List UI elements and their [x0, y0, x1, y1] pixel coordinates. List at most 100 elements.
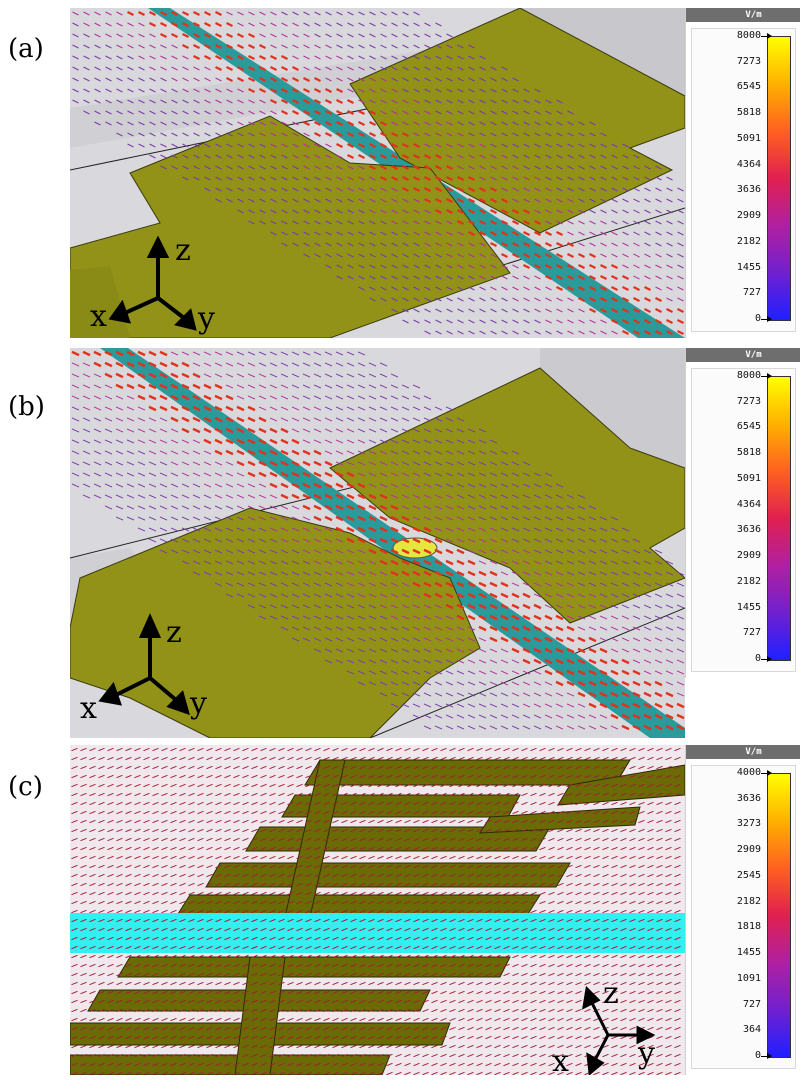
field-arrow — [152, 810, 159, 815]
field-arrow — [270, 165, 277, 170]
field-arrow — [511, 592, 520, 599]
field-arrow — [313, 527, 322, 532]
field-arrow — [476, 1026, 483, 1031]
field-arrow — [143, 873, 150, 878]
field-arrow — [456, 472, 465, 477]
field-arrow — [638, 945, 645, 950]
field-arrow — [479, 198, 486, 203]
field-arrow — [269, 810, 276, 815]
field-arrow — [544, 483, 553, 488]
field-arrow — [346, 461, 355, 466]
field-arrow — [440, 1008, 447, 1013]
field-arrow — [534, 198, 541, 203]
field-arrow — [305, 1062, 312, 1067]
field-arrow — [325, 55, 332, 60]
field-arrow — [523, 275, 530, 280]
field-arrow — [359, 945, 366, 950]
field-arrow — [197, 873, 204, 878]
field-arrow — [197, 936, 204, 941]
field-arrow — [638, 864, 645, 869]
field-arrow — [644, 253, 651, 258]
field-arrow — [125, 1026, 132, 1031]
field-arrow — [503, 954, 510, 959]
field-arrow — [80, 918, 87, 923]
field-arrow — [494, 1026, 501, 1031]
field-arrow — [71, 1062, 78, 1067]
field-arrow — [314, 846, 321, 851]
field-arrow — [449, 909, 456, 914]
field-arrow — [584, 963, 591, 968]
field-arrow — [296, 828, 303, 833]
field-arrow — [215, 855, 222, 860]
field-arrow — [377, 954, 384, 959]
field-arrow — [134, 972, 141, 977]
field-arrow — [512, 1008, 519, 1013]
field-arrow — [404, 1026, 411, 1031]
field-arrow — [435, 44, 442, 49]
field-arrow — [457, 99, 464, 104]
field-arrow — [638, 981, 645, 986]
field-arrow — [269, 747, 276, 752]
field-arrow — [215, 792, 222, 797]
field-arrow — [629, 1062, 636, 1067]
field-arrow — [390, 659, 399, 664]
field-arrow — [93, 494, 102, 499]
field-arrow — [610, 637, 619, 642]
field-arrow — [170, 990, 177, 995]
field-arrow — [116, 99, 123, 104]
field-arrow — [611, 198, 618, 203]
field-arrow — [674, 765, 681, 770]
field-arrow — [215, 1053, 222, 1058]
field-arrow — [203, 351, 212, 356]
field-arrow — [539, 990, 546, 995]
field-arrow — [656, 1017, 663, 1022]
field-arrow — [476, 1035, 483, 1040]
field-arrow — [368, 900, 375, 905]
field-arrow — [494, 819, 501, 824]
field-arrow — [291, 482, 300, 489]
field-arrow — [467, 581, 476, 588]
field-arrow — [347, 77, 354, 82]
field-arrow — [654, 713, 663, 720]
field-arrow — [435, 275, 442, 280]
field-arrow — [224, 1044, 231, 1049]
field-arrow — [137, 372, 146, 379]
field-arrow — [440, 918, 447, 923]
field-arrow — [170, 909, 177, 914]
field-arrow — [292, 33, 299, 38]
field-arrow — [323, 963, 330, 968]
field-arrow — [314, 1062, 321, 1067]
field-arrow — [589, 187, 596, 192]
field-arrow — [501, 187, 508, 192]
field-arrow — [467, 918, 474, 923]
colorbar-tick-label: 6545 — [736, 81, 761, 93]
field-arrow — [314, 22, 321, 27]
field-arrow — [247, 405, 256, 412]
field-arrow — [523, 286, 530, 291]
field-arrow — [539, 810, 546, 815]
field-arrow — [479, 308, 486, 313]
field-arrow — [107, 828, 114, 833]
field-arrow — [391, 55, 398, 60]
field-arrow — [336, 66, 343, 71]
field-arrow — [674, 819, 681, 824]
field-arrow — [313, 482, 322, 489]
field-arrow — [476, 783, 483, 788]
field-arrow — [368, 472, 377, 477]
field-arrow — [233, 747, 240, 752]
field-arrow — [204, 55, 211, 60]
field-arrow — [548, 900, 555, 905]
field-arrow — [287, 747, 294, 752]
field-arrow — [446, 220, 453, 225]
field-arrow — [643, 670, 652, 675]
field-arrow — [225, 593, 234, 598]
field-arrow — [556, 264, 563, 269]
field-arrow — [324, 659, 333, 664]
field-arrow — [545, 297, 552, 302]
field-arrow — [539, 792, 546, 797]
field-arrow — [479, 264, 486, 269]
field-arrow — [593, 864, 600, 869]
field-arrow — [593, 792, 600, 797]
field-arrow — [226, 143, 233, 148]
field-arrow — [260, 819, 267, 824]
